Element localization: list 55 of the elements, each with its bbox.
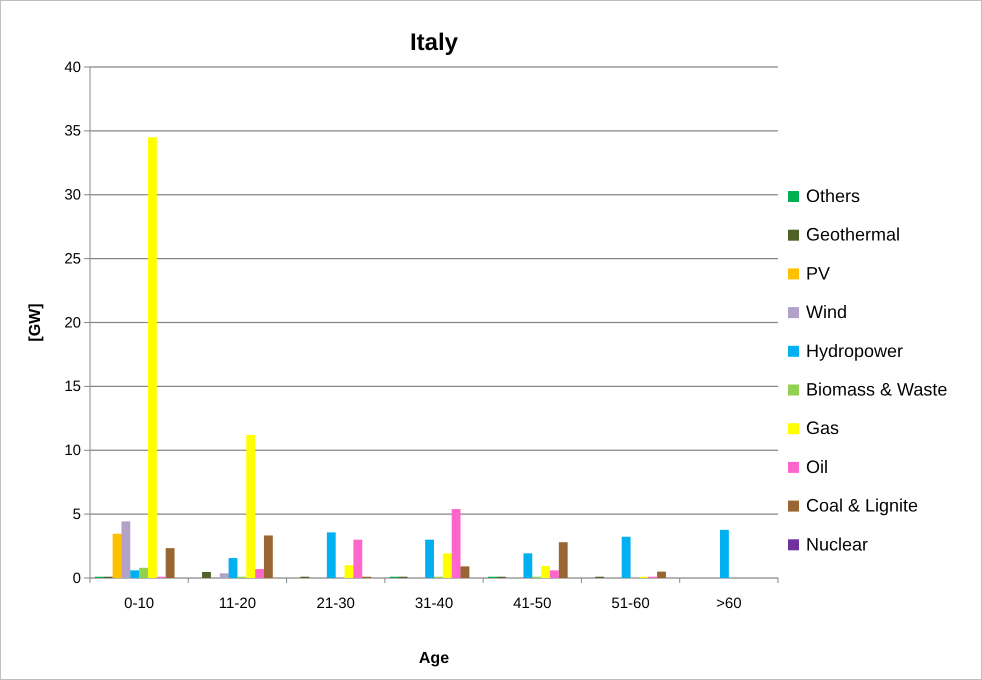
bar: [220, 573, 229, 578]
bar: [622, 536, 631, 578]
legend-label: Biomass & Waste: [806, 380, 948, 400]
legend-label: Geothermal: [806, 224, 900, 245]
bar: [228, 558, 238, 578]
bar: [541, 566, 550, 578]
y-tick-label: 30: [64, 186, 81, 204]
bar: [558, 542, 568, 578]
legend-label: PV: [806, 263, 830, 284]
legend-label: Gas: [806, 418, 840, 438]
bar: [121, 521, 130, 578]
x-tick-label: 21-30: [316, 595, 355, 612]
x-axis-title: Age: [418, 650, 450, 667]
bar: [255, 569, 264, 578]
y-tick-label: 15: [64, 378, 81, 396]
x-tick-label: 0-10: [124, 595, 154, 612]
legend-label: Oil: [806, 456, 828, 477]
bar: [452, 509, 461, 578]
bar: [353, 540, 362, 578]
bar: [326, 532, 336, 578]
x-tick-label: 31-40: [414, 595, 454, 612]
bar: [112, 534, 122, 578]
y-tick-label: 5: [72, 506, 81, 523]
y-tick-label: 40: [64, 58, 81, 76]
legend-label: Hydropower: [806, 340, 904, 361]
bar: [523, 553, 532, 578]
bar: [425, 540, 434, 578]
bar: [139, 568, 148, 578]
x-tick-label: 11-20: [218, 595, 256, 612]
bar: [460, 566, 470, 578]
bar: [550, 570, 559, 578]
y-tick-label: 10: [64, 442, 81, 460]
bar: [657, 572, 666, 578]
bar: [264, 535, 273, 578]
bar: [720, 530, 729, 578]
bar: [202, 572, 211, 578]
bar: [166, 548, 175, 578]
bar: [442, 553, 452, 578]
x-tick-label: 51-60: [611, 595, 650, 612]
legend-label: Nuclear: [806, 534, 868, 554]
y-tick-label: 0: [72, 570, 81, 587]
y-tick-label: 20: [64, 314, 81, 332]
y-tick-label: 35: [64, 122, 81, 140]
legend-label: Wind: [806, 302, 848, 322]
legend-label: Coal & Lignite: [806, 496, 918, 516]
bar: [344, 565, 354, 578]
bar: [148, 137, 157, 578]
x-tick-label: 41-50: [513, 595, 552, 612]
y-tick-label: 25: [64, 250, 81, 268]
chart-title: Italy: [410, 29, 459, 56]
bar: [130, 570, 140, 578]
legend-label: Others: [806, 186, 860, 206]
y-axis-title: [GW]: [27, 303, 44, 342]
x-tick-label: >60: [716, 595, 742, 612]
bar: [246, 434, 256, 578]
